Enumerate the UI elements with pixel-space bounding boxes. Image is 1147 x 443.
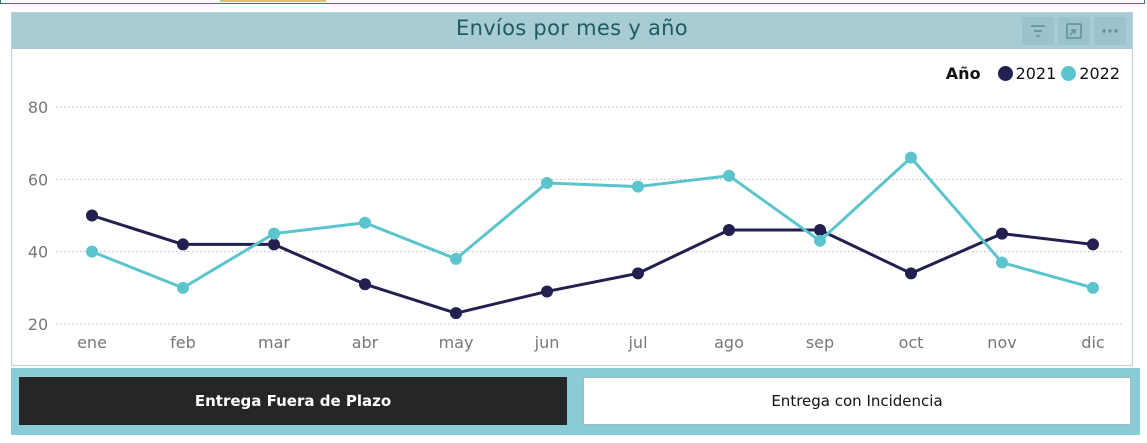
point-2022-oct [905,151,917,164]
legend-label-2022: 2022 [1079,64,1120,83]
visual-header: Envíos por mes y año [12,13,1132,49]
point-2022-abr [359,216,371,229]
point-2022-may [450,252,462,265]
point-2021-feb [177,238,189,251]
point-2021-abr [359,278,371,291]
point-2021-jun [541,285,553,298]
x-tick-label-nov: nov [987,333,1016,352]
x-tick-label-dic: dic [1081,333,1104,352]
point-2021-mar [268,238,280,251]
x-tick-label-jun: jun [534,333,560,352]
y-tick-label-80: 80 [28,98,48,117]
header-icons [1022,17,1126,45]
point-2021-ene [86,209,98,222]
point-2022-mar [268,227,280,240]
y-tick-label-20: 20 [28,315,48,334]
point-2022-jun [541,176,553,189]
x-tick-label-mar: mar [258,333,290,352]
x-tick-label-may: may [439,333,474,352]
x-tick-label-abr: abr [352,333,379,352]
point-2022-feb [177,281,189,294]
point-2021-dic [1087,238,1099,251]
top-accent [220,0,326,2]
button-bar: Entrega Fuera de Plazo Entrega con Incid… [11,368,1140,435]
x-tick-label-oct: oct [899,333,924,352]
chart-title: Envíos por mes y año [456,16,688,40]
point-2022-jul [632,180,644,193]
legend-label-2021: 2021 [1015,64,1057,83]
series-line-2022 [91,156,1094,290]
x-tick-label-sep: sep [806,333,834,352]
entrega-fuera-de-plazo-button[interactable]: Entrega Fuera de Plazo [19,377,567,425]
focus-mode-icon[interactable] [1058,17,1090,45]
legend-item-2022[interactable]: 2022 [1061,64,1120,83]
point-2022-ago [723,169,735,182]
point-2022-nov [996,256,1008,269]
chart-visual: Envíos por mes y año Año 2021 2022 20 40 6… [11,12,1133,366]
x-tick-label-feb: feb [170,333,196,352]
x-tick-label-ene: ene [77,333,107,352]
x-tick-label-ago: ago [714,333,744,352]
legend-dot-2021 [997,66,1013,81]
point-2021-oct [905,267,917,280]
legend-item-2021[interactable]: 2021 [997,64,1057,83]
series-line-2021 [91,214,1094,315]
x-tick-label-jul: jul [627,333,647,352]
point-2021-may [450,307,462,320]
point-2022-dic [1087,281,1099,294]
y-tick-label-40: 40 [28,243,48,262]
legend: Año 2021 2022 [946,64,1120,83]
more-options-icon[interactable] [1094,17,1126,45]
legend-dot-2022 [1061,66,1077,81]
point-2022-ene [86,245,98,258]
line-chart: 20 40 60 80 ene feb mar abr may jun jul ago sep oct no… [28,98,1124,352]
point-2021-jul [632,267,644,280]
point-2021-nov [996,227,1008,240]
point-2021-ago [723,223,735,236]
point-2021-sep [814,223,826,236]
filter-icon[interactable] [1022,17,1054,45]
legend-title: Año [945,64,981,83]
top-frame [0,0,1145,4]
entrega-con-incidencia-button[interactable]: Entrega con Incidencia [583,377,1131,425]
y-tick-label-60: 60 [28,170,48,189]
point-2022-sep [814,234,826,247]
